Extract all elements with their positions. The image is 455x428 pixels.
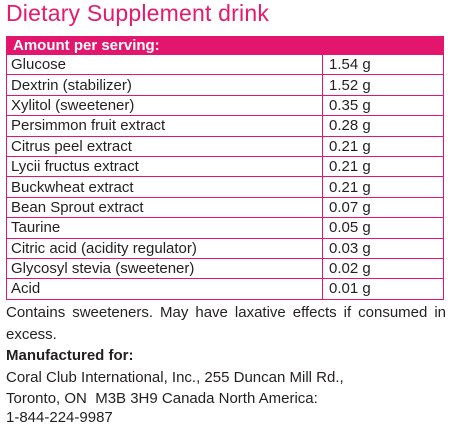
table-row: Citric acid (acidity regulator) 0.03 g <box>6 237 444 259</box>
ingredient-name: Persimmon fruit extract <box>6 115 323 137</box>
warning-note: Contains sweeteners. May have laxative e… <box>6 304 446 343</box>
manufacturer-address-line-2: Toronto, ON M3B 3H9 Canada North America… <box>6 390 318 407</box>
ingredient-amount: 0.05 g <box>322 217 444 239</box>
ingredient-amount: 0.21 g <box>322 176 444 198</box>
manufacturer-address-line-1: Coral Club International, Inc., 255 Dunc… <box>6 369 344 386</box>
table-row: Acid 0.01 g <box>6 278 444 300</box>
manufacturer-label: Manufactured for: <box>6 347 134 364</box>
ingredient-amount: 1.52 g <box>322 74 444 96</box>
ingredient-name: Glucose <box>6 53 323 76</box>
table-row: Glycosyl stevia (sweetener) 0.02 g <box>6 257 444 280</box>
table-header-row: Amount per serving: <box>6 36 444 55</box>
table-header: Amount per serving: <box>6 36 444 55</box>
ingredient-amount: 0.35 g <box>322 94 444 117</box>
ingredient-amount: 0.28 g <box>322 115 444 137</box>
ingredient-amount: 0.01 g <box>322 278 444 300</box>
ingredient-name: Acid <box>6 278 323 300</box>
ingredient-amount: 0.21 g <box>322 135 444 157</box>
ingredient-amount: 0.21 g <box>322 155 444 178</box>
table-row: Lycii fructus extract 0.21 g <box>6 155 444 178</box>
ingredient-name: Dextrin (stabilizer) <box>6 74 323 96</box>
product-title: Dietary Supplement drink <box>6 0 270 26</box>
table-row: Citrus peel extract 0.21 g <box>6 135 444 157</box>
ingredient-amount: 0.03 g <box>322 237 444 259</box>
ingredient-amount: 1.54 g <box>322 53 444 76</box>
manufacturer-phone: 1-844-224-9987 <box>6 409 113 426</box>
nutrition-table: Amount per serving: Glucose 1.54 g Dextrin… <box>6 36 444 300</box>
table-row: Bean Sprout extract 0.07 g <box>6 196 444 219</box>
ingredient-amount: 0.07 g <box>322 196 444 219</box>
ingredient-name: Taurine <box>6 217 323 239</box>
ingredient-name: Citric acid (acidity regulator) <box>6 237 323 259</box>
table-row: Xylitol (sweetener) 0.35 g <box>6 94 444 117</box>
ingredient-amount: 0.02 g <box>322 257 444 280</box>
table-row: Glucose 1.54 g <box>6 53 444 76</box>
table-row: Persimmon fruit extract 0.28 g <box>6 115 444 137</box>
table-row: Taurine 0.05 g <box>6 217 444 239</box>
ingredient-name: Buckwheat extract <box>6 176 323 198</box>
ingredient-name: Lycii fructus extract <box>6 155 323 178</box>
ingredient-name: Bean Sprout extract <box>6 196 323 219</box>
ingredient-name: Glycosyl stevia (sweetener) <box>6 257 323 280</box>
table-row: Buckwheat extract 0.21 g <box>6 176 444 198</box>
table-row: Dextrin (stabilizer) 1.52 g <box>6 74 444 96</box>
ingredient-name: Citrus peel extract <box>6 135 323 157</box>
ingredient-name: Xylitol (sweetener) <box>6 94 323 117</box>
